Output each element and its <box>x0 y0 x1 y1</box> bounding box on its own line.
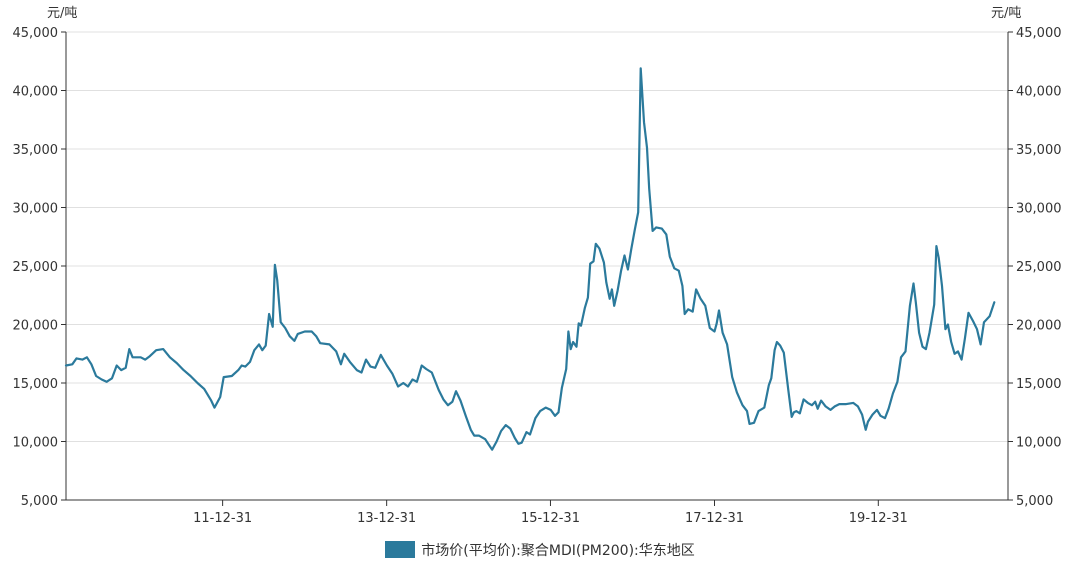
y-tick-label-right: 30,000 <box>1016 202 1062 217</box>
y-tick-label-left: 45,000 <box>13 26 59 41</box>
y-tick-label-right: 25,000 <box>1016 260 1062 275</box>
y-tick-label-left: 30,000 <box>13 202 59 217</box>
series-line[interactable] <box>64 67 996 451</box>
y-tick-label-left: 40,000 <box>13 85 59 100</box>
y-tick-label-left: 5,000 <box>21 494 58 509</box>
y-tick-label-right: 5,000 <box>1016 494 1053 509</box>
y-tick-label-right: 15,000 <box>1016 377 1062 392</box>
y-tick-label-left: 20,000 <box>13 319 59 334</box>
y-tick-label-right: 10,000 <box>1016 436 1062 451</box>
y-tick-label-right: 40,000 <box>1016 85 1062 100</box>
tick-labels: 5,000 5,000 10,000 10,000 15,000 15,000 20,000… <box>13 26 1062 526</box>
y-tick-label-left: 10,000 <box>13 436 59 451</box>
legend-label: 市场价(平均价):聚合MDI(PM200):华东地区 <box>421 543 695 559</box>
x-tick-label: 15-12-31 <box>521 511 580 526</box>
legend[interactable]: 市场价(平均价):聚合MDI(PM200):华东地区 <box>0 540 1080 560</box>
y-tick-label-right: 45,000 <box>1016 26 1062 41</box>
series-layer <box>64 67 996 451</box>
y-tick-label-left: 25,000 <box>13 260 59 275</box>
y-tick-label-left: 35,000 <box>13 143 59 158</box>
legend-swatch <box>385 541 416 558</box>
axes <box>61 31 1013 506</box>
y-axis-right-unit: 元/吨 <box>991 6 1021 21</box>
x-tick-label: 19-12-31 <box>849 511 908 526</box>
x-tick-label: 11-12-31 <box>193 511 252 526</box>
x-tick-label: 17-12-31 <box>685 511 744 526</box>
grid-lines <box>66 31 1008 442</box>
y-axis-left-unit: 元/吨 <box>47 6 77 21</box>
y-tick-label-left: 15,000 <box>13 377 59 392</box>
x-tick-label: 13-12-31 <box>357 511 416 526</box>
y-tick-label-right: 20,000 <box>1016 319 1062 334</box>
y-tick-label-right: 35,000 <box>1016 143 1062 158</box>
